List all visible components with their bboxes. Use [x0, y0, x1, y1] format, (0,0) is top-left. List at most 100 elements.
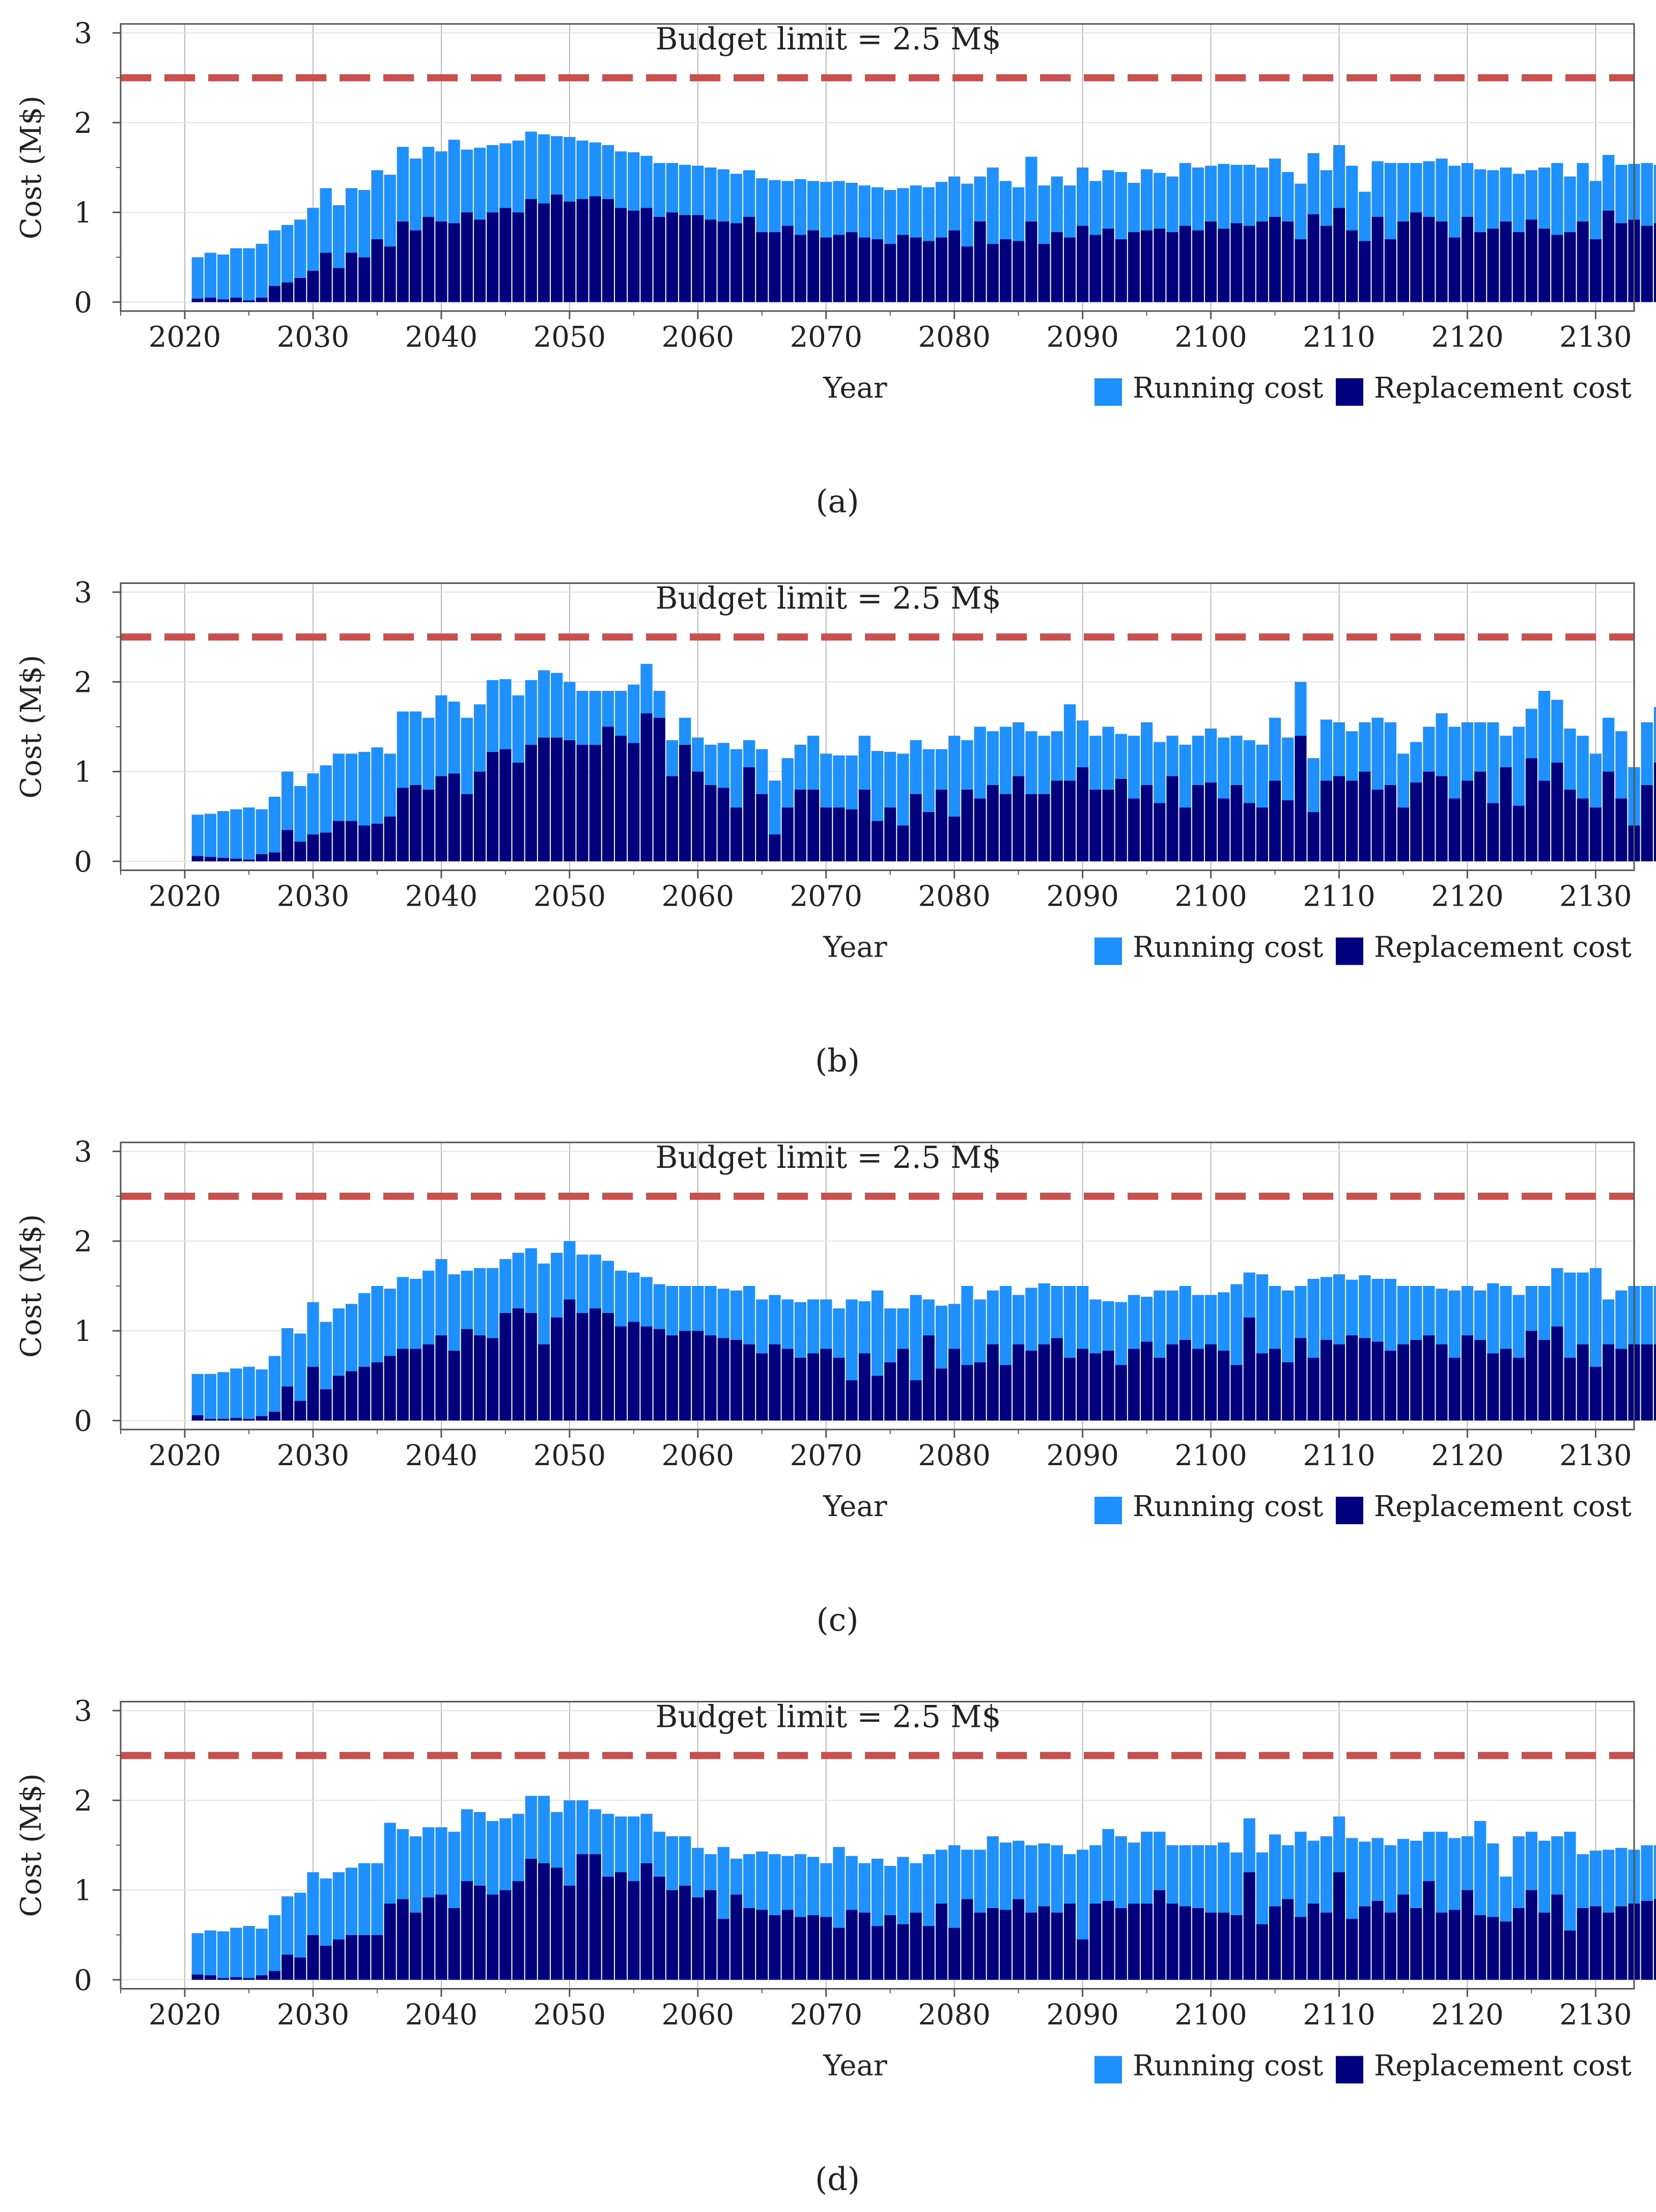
- running-cost-bar: [409, 1278, 422, 1349]
- replacement-cost-bar: [781, 1349, 794, 1421]
- replacement-cost-bar: [820, 807, 832, 861]
- replacement-cost-bar: [1653, 763, 1656, 861]
- replacement-cost-bar: [871, 239, 884, 302]
- x-tick-label: 2090: [1046, 880, 1119, 913]
- x-tick-label: 2050: [534, 880, 606, 913]
- replacement-cost-bar: [1589, 807, 1602, 861]
- running-cost-bar: [397, 1277, 409, 1349]
- x-tick-label: 2050: [534, 1999, 606, 2032]
- running-cost-bar: [307, 208, 319, 271]
- replacement-cost-bar: [268, 1411, 280, 1421]
- running-cost-bar: [1204, 165, 1217, 221]
- replacement-cost-bar: [910, 1380, 922, 1421]
- replacement-cost-bar: [564, 1299, 576, 1421]
- replacement-cost-bar: [794, 1917, 806, 1980]
- running-cost-bar: [910, 1295, 922, 1381]
- replacement-cost-bar: [1436, 1912, 1448, 1980]
- running-cost-bar: [1089, 1299, 1102, 1354]
- running-cost-bar: [1115, 1302, 1127, 1365]
- running-cost-bar: [1551, 1836, 1563, 1895]
- running-cost-bar: [1384, 1278, 1396, 1351]
- x-tick-label: 2030: [277, 1439, 350, 1472]
- running-cost-bar: [1397, 753, 1410, 808]
- x-tick-label: 2070: [790, 880, 862, 913]
- x-tick-label: 2050: [534, 1439, 606, 1472]
- running-cost-bar: [1269, 1286, 1281, 1349]
- replacement-cost-bar: [1115, 1365, 1127, 1421]
- running-cost-bar: [717, 1289, 729, 1338]
- replacement-cost-bar: [987, 1908, 999, 1980]
- running-cost-bar: [371, 1286, 383, 1362]
- replacement-cost-bar: [628, 1322, 640, 1421]
- running-cost-bar: [1269, 158, 1281, 217]
- replacement-cost-bar: [602, 199, 614, 302]
- replacement-cost-bar: [243, 300, 255, 302]
- running-cost-bar: [1615, 1847, 1627, 1907]
- running-cost-bar: [256, 243, 268, 298]
- running-cost-bar: [1589, 1268, 1602, 1367]
- replacement-cost-bar: [1423, 216, 1435, 302]
- running-cost-bar: [615, 1271, 627, 1327]
- running-cost-bar: [1333, 145, 1345, 208]
- running-cost-bar: [1077, 167, 1089, 226]
- running-cost-bar: [1564, 1272, 1576, 1358]
- replacement-cost-bar: [345, 821, 358, 861]
- running-cost-bar: [1307, 153, 1320, 214]
- x-tick-label: 2060: [662, 1439, 735, 1472]
- replacement-cost-bar: [1179, 1339, 1191, 1421]
- running-cost-bar: [1333, 1816, 1345, 1872]
- replacement-cost-bar: [1089, 1353, 1102, 1421]
- replacement-cost-bar: [1115, 778, 1127, 861]
- running-cost-bar: [922, 1299, 935, 1335]
- replacement-cost-bar: [1564, 1930, 1576, 1980]
- running-cost-bar: [602, 1261, 614, 1313]
- running-cost-bar: [1204, 1845, 1217, 1913]
- replacement-cost-bar: [1025, 794, 1037, 861]
- replacement-cost-bar: [256, 297, 268, 302]
- running-cost-bar: [999, 726, 1012, 794]
- replacement-cost-bar: [243, 1418, 255, 1421]
- replacement-cost-bar: [204, 1418, 216, 1421]
- running-cost-bar: [807, 181, 820, 231]
- replacement-cost-bar: [756, 232, 768, 302]
- y-tick-label: 0: [74, 1964, 92, 1997]
- running-cost-bar: [756, 178, 768, 232]
- replacement-cost-bar: [384, 1903, 396, 1980]
- running-cost-bar: [628, 684, 640, 743]
- running-cost-bar: [1141, 722, 1153, 786]
- running-cost-bar: [1166, 1845, 1178, 1904]
- replacement-cost-bar: [1063, 1358, 1076, 1421]
- running-cost-bar: [1653, 1845, 1656, 1899]
- running-cost-bar: [961, 183, 973, 247]
- running-cost-bar: [1641, 1845, 1653, 1901]
- running-cost-bar: [576, 1800, 588, 1855]
- replacement-cost-bar: [1038, 1906, 1050, 1980]
- replacement-cost-bar: [653, 1329, 665, 1421]
- running-cost-bar: [769, 1854, 781, 1915]
- replacement-cost-bar: [1653, 1344, 1656, 1421]
- running-cost-bar: [1371, 717, 1384, 790]
- running-cost-bar: [243, 248, 255, 300]
- running-cost-bar: [1295, 682, 1307, 736]
- replacement-cost-bar: [858, 1912, 871, 1980]
- replacement-cost-bar: [974, 1912, 986, 1980]
- replacement-cost-bar: [204, 1975, 216, 1980]
- running-cost-bar: [332, 753, 345, 821]
- running-cost-bar: [409, 1836, 422, 1913]
- running-cost-bar: [1077, 1850, 1089, 1940]
- running-cost-bar: [935, 1850, 948, 1904]
- running-cost-bar: [423, 1827, 435, 1897]
- running-cost-bar: [487, 1268, 499, 1338]
- replacement-cost-bar: [1346, 1919, 1358, 1980]
- replacement-cost-bar: [1025, 1912, 1037, 1980]
- running-cost-bar: [512, 1252, 524, 1309]
- x-tick-label: 2060: [662, 321, 735, 354]
- replacement-cost-bar: [897, 1349, 909, 1421]
- x-tick-label: 2130: [1559, 321, 1632, 354]
- running-cost-bar: [871, 1858, 884, 1926]
- x-tick-label: 2100: [1174, 321, 1247, 354]
- running-cost-bar: [1154, 1290, 1166, 1358]
- replacement-cost-bar: [1500, 221, 1512, 302]
- replacement-cost-bar: [1192, 1349, 1204, 1421]
- running-cost-bar: [435, 1827, 447, 1895]
